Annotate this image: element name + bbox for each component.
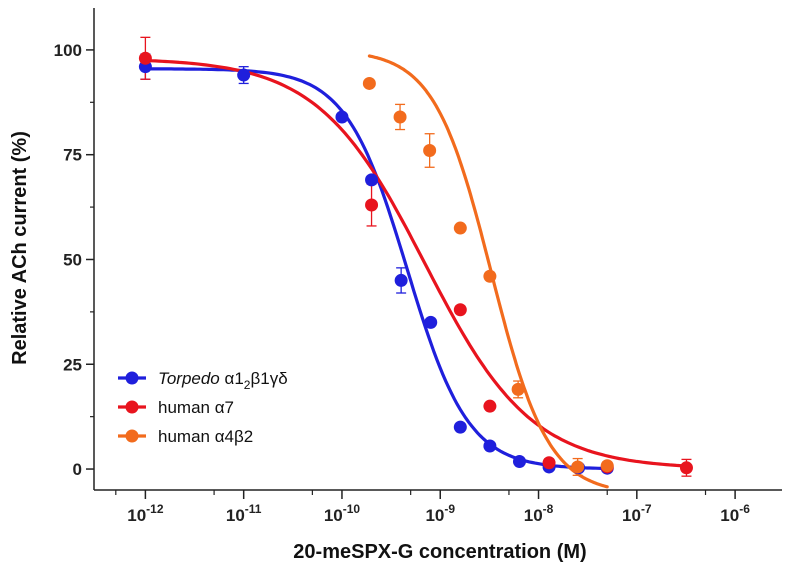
tick-labels: 0 25 50 75 100 10-12 10-11 10-10 10-9 10-8 10-7 10-… <box>54 41 751 525</box>
data-points <box>138 51 693 475</box>
y-tick-label: 75 <box>63 146 82 165</box>
legend-label-1: human α7 <box>158 398 234 417</box>
fit-curve-1 <box>143 58 689 468</box>
x-axis-title: 20-meSPX-G concentration (M) <box>293 541 586 563</box>
x-tick-label: 10-8 <box>524 502 554 525</box>
data-point-2-1 <box>393 110 407 124</box>
legend-marker-2 <box>125 429 139 443</box>
legend-marker-0 <box>125 371 139 385</box>
x-tick-label: 10-6 <box>720 502 750 525</box>
data-point-1-4 <box>542 456 556 470</box>
data-point-2-0 <box>362 76 376 90</box>
legend-label-2: human α4β2 <box>158 427 253 446</box>
data-point-0-3 <box>365 173 379 187</box>
data-point-0-5 <box>424 315 438 329</box>
data-point-1-0 <box>138 51 152 65</box>
data-point-1-1 <box>365 198 379 212</box>
legend-marker-1 <box>125 400 139 414</box>
data-point-2-6 <box>571 460 585 474</box>
y-tick-label: 25 <box>63 355 82 374</box>
y-tick-label: 100 <box>54 41 82 60</box>
x-tick-label: 10-10 <box>324 502 361 525</box>
data-point-1-2 <box>453 303 467 317</box>
data-point-2-5 <box>511 382 525 396</box>
data-point-0-4 <box>394 273 408 287</box>
x-tick-label: 10-11 <box>226 502 262 525</box>
data-point-2-2 <box>423 144 437 158</box>
axes <box>86 8 782 499</box>
legend-label-0: Torpedo α12β1γδ <box>158 369 288 392</box>
data-point-1-3 <box>483 399 497 413</box>
y-tick-label: 50 <box>63 250 82 269</box>
data-point-2-3 <box>453 221 467 235</box>
x-tick-label: 10-7 <box>622 502 652 525</box>
data-point-2-4 <box>483 269 497 283</box>
data-point-0-1 <box>237 68 251 82</box>
data-point-0-7 <box>483 439 497 453</box>
y-tick-label: 0 <box>73 460 82 479</box>
fit-curve-2 <box>367 54 609 489</box>
data-point-0-8 <box>512 454 526 468</box>
data-point-0-6 <box>453 420 467 434</box>
x-tick-label: 10-9 <box>425 502 455 525</box>
x-tick-label: 10-12 <box>127 502 164 525</box>
data-point-2-7 <box>600 459 614 473</box>
y-axis-title: Relative ACh current (%) <box>9 131 31 365</box>
data-point-1-6 <box>679 461 693 475</box>
data-point-0-2 <box>335 110 349 124</box>
legend: Torpedo α12β1γδ human α7 human α4β2 <box>118 369 288 446</box>
fit-curves <box>143 54 689 489</box>
